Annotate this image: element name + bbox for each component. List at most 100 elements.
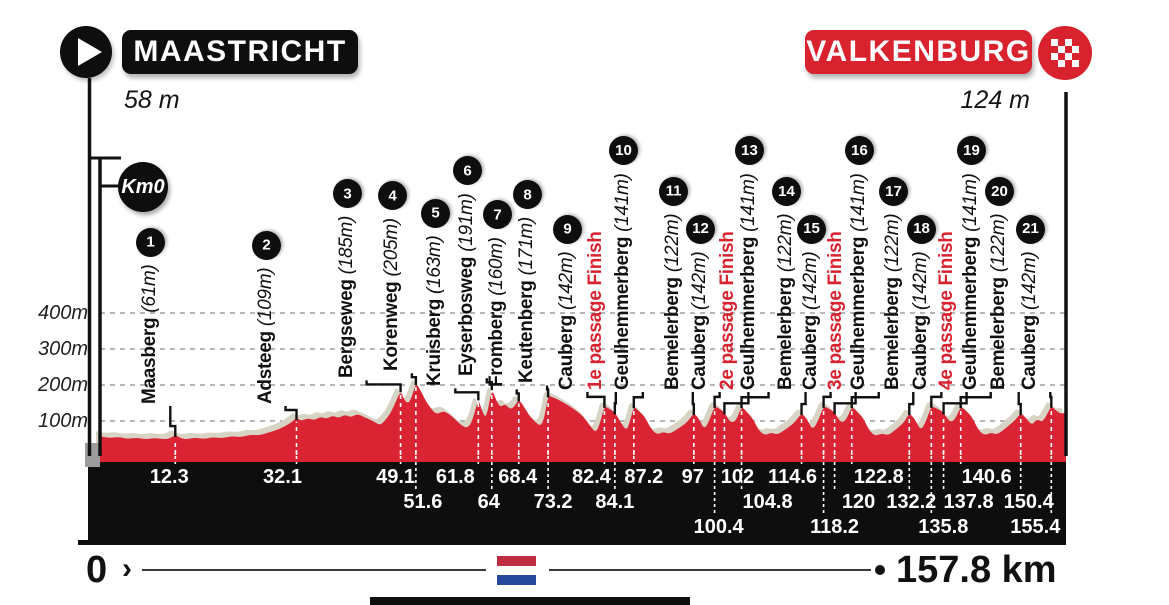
climb-elevation: (191m): [455, 193, 477, 253]
climb-number: 4: [387, 187, 397, 205]
climb-number-badge: 3: [332, 179, 362, 209]
climb-elevation: (122m): [987, 213, 1009, 273]
flag-white-stripe: [497, 565, 536, 576]
climb-name: 3e passage Finish: [824, 231, 846, 390]
climb-number-badge: 10: [608, 136, 638, 166]
climb-name: Geulhemmerberg: [611, 236, 633, 390]
climb-elevation: (141m): [737, 173, 759, 232]
climb-number: 17: [884, 182, 902, 200]
climb-leader-line: [586, 392, 606, 408]
climb-leader-line: [454, 388, 480, 401]
climb-name: Keutenberg: [516, 280, 538, 384]
climb-number-badge: 16: [844, 136, 874, 166]
climb-number-badge: 21: [1015, 214, 1045, 244]
climb-name: 1e passage Finish: [584, 231, 606, 390]
climb-label: Geulhemmerberg (141m) 19: [956, 136, 986, 390]
km-marker: 61.8: [435, 466, 475, 488]
climb-number-badge: 5: [420, 198, 450, 228]
netherlands-flag-icon: [497, 556, 536, 586]
climb-number-badge: 4: [377, 181, 407, 211]
climb-label: Bemelerberg (122m) 14: [771, 176, 801, 390]
climb-number: 21: [1021, 220, 1039, 238]
climb-number: 5: [431, 204, 440, 222]
climb-elevation: (141m): [959, 173, 981, 232]
climb-number: 1: [146, 233, 155, 251]
climb-number: 11: [664, 182, 681, 200]
elevation-area: [100, 385, 1066, 462]
km-marker: 84.1: [595, 491, 635, 513]
climb-elevation: (185m): [335, 216, 357, 275]
climb-leader-line: [169, 406, 177, 438]
bottom-cropped-strip: [370, 597, 690, 605]
climb-name: 4e passage Finish: [935, 231, 957, 390]
climb-name: Geulhemmerberg: [737, 236, 759, 390]
y-axis-label: 200m: [37, 374, 88, 396]
climb-leader-line: [545, 385, 550, 398]
climb-leader-line: [740, 392, 770, 409]
climb-name: Kruisberg: [424, 299, 446, 387]
play-icon: [60, 26, 112, 78]
climb-number: 16: [850, 142, 868, 160]
climb-number-badge: 6: [452, 156, 482, 186]
start-elevation-label: 58 m: [124, 86, 180, 114]
start-gray-block: [85, 443, 100, 467]
climb-label: Bemelerberg (122m) 20: [984, 176, 1014, 390]
climb-leader-line: [365, 380, 402, 393]
climb-name: Adsteeg: [254, 331, 276, 404]
footer-line-right: [549, 569, 871, 571]
climb-label: Cauberg (142m) 12: [685, 214, 715, 390]
km-marker: 132.2: [886, 491, 937, 513]
climb-number: 14: [777, 182, 794, 200]
climb-elevation: (141m): [611, 173, 633, 232]
climb-elevation: (142m): [1019, 251, 1041, 311]
climb-leader-line: [959, 392, 992, 409]
climb-elevation: (205m): [380, 218, 402, 277]
climb-elevation: (122m): [882, 213, 904, 273]
climb-leader-line: [1017, 392, 1022, 416]
km-marker: 87.2: [624, 466, 664, 488]
climb-leader-line: [410, 373, 418, 386]
climb-leader-line: [515, 389, 520, 402]
passage-finish-label: 4e passage Finish: [935, 231, 957, 390]
footer-end-dot: [875, 565, 885, 575]
km-marker: 120: [841, 491, 876, 513]
climb-number: 20: [990, 182, 1008, 200]
km-marker: 64: [477, 491, 500, 513]
climb-number-badge: 11: [658, 176, 688, 206]
climb-leader-line: [822, 392, 832, 408]
climb-label: Cauberg (142m) 15: [796, 214, 826, 390]
climb-name: Geulhemmerberg: [959, 236, 981, 390]
climb-number: 3: [342, 185, 351, 203]
climb-name: Eyserbosweg: [455, 257, 477, 377]
finish-elevation-label: 124 m: [960, 86, 1030, 114]
climb-number-badge: 18: [906, 214, 936, 244]
climb-elevation: (61m): [139, 264, 161, 313]
play-triangle: [77, 38, 102, 66]
climb-number-badge: 8: [512, 180, 542, 210]
climb-label: Fromberg (160m) 7: [482, 200, 512, 387]
climb-leader-line: [930, 392, 943, 408]
climb-label: Keutenberg (171m) 8: [512, 180, 542, 384]
climb-label: Kruisberg (163m) 5: [420, 198, 450, 387]
climb-label: Geulhemmerberg (141m) 16: [844, 136, 874, 390]
km-bar: [88, 455, 1066, 541]
climb-number: 10: [614, 142, 632, 160]
climb-name: Bemelerberg: [774, 277, 796, 390]
km-marker: 32.1: [263, 466, 302, 488]
climb-number-badge: 17: [878, 176, 908, 206]
climb-number: 12: [691, 220, 708, 238]
chevron-right-icon: ›: [122, 552, 132, 585]
climb-number: 19: [962, 142, 980, 160]
km0-badge: Km0: [118, 162, 168, 212]
flag-red-stripe: [497, 556, 536, 566]
climb-leader-line: [632, 392, 645, 409]
climb-label: Bemelerberg (122m) 17: [878, 176, 908, 390]
y-axis-label: 400m: [37, 302, 88, 324]
climb-name: Bemelerberg: [987, 277, 1009, 390]
climb-number: 8: [522, 186, 532, 204]
km-marker: 12.3: [149, 466, 189, 488]
passage-finish-label: 1e passage Finish: [584, 231, 606, 390]
climb-label: Eyserbosweg (191m) 6: [452, 156, 482, 377]
climb-name: Cauberg: [688, 315, 710, 390]
checkered-finish-icon: [1038, 26, 1092, 80]
